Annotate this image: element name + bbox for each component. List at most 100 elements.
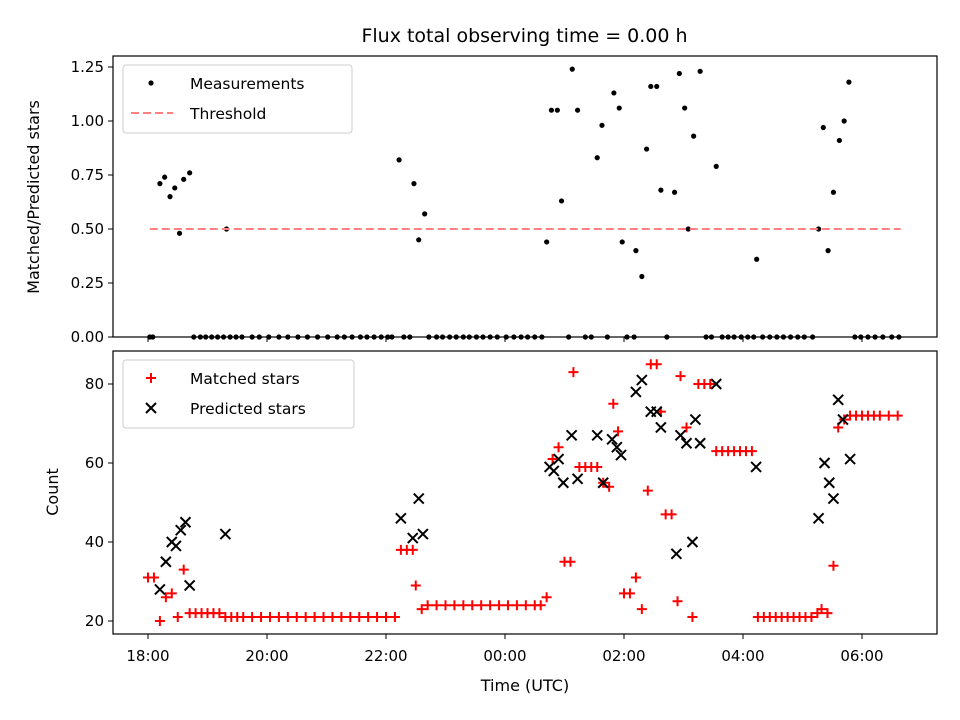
data-point	[633, 248, 639, 254]
data-point	[247, 612, 258, 623]
data-point	[892, 410, 903, 421]
data-point	[597, 477, 609, 489]
data-point	[558, 198, 565, 204]
data-point	[460, 334, 466, 340]
data-point	[630, 386, 642, 398]
data-point	[525, 334, 531, 340]
panel-bottom: 20 40 60 80 18:00 20:00 22:00 00:00 02:00 04:00 06…	[43, 350, 938, 695]
legend-box	[122, 359, 355, 429]
data-point	[256, 334, 262, 340]
data-point	[719, 334, 725, 340]
data-point	[553, 442, 564, 453]
data-point	[680, 437, 693, 449]
data-point	[806, 612, 817, 623]
series-measurements	[147, 66, 902, 340]
data-point	[568, 367, 579, 378]
data-point	[552, 453, 565, 465]
data-point	[447, 334, 453, 340]
data-point	[318, 612, 329, 623]
data-point	[547, 454, 558, 465]
data-point	[822, 608, 833, 619]
data-point	[363, 612, 374, 623]
data-point	[485, 600, 496, 611]
data-point	[636, 374, 648, 386]
data-point	[183, 579, 196, 592]
data-point	[385, 334, 391, 340]
data-point	[767, 334, 773, 340]
data-point	[172, 185, 178, 191]
y-tick-label: 1.25	[71, 58, 104, 76]
data-point	[774, 334, 780, 340]
data-point	[682, 105, 688, 111]
x-tick-label: 06:00	[840, 647, 883, 665]
data-point	[686, 536, 699, 548]
data-point	[410, 580, 421, 591]
data-point	[574, 107, 581, 113]
data-point	[654, 83, 660, 90]
data-point	[687, 612, 698, 623]
data-point	[181, 176, 187, 182]
y-tick-label: 0.00	[71, 328, 104, 346]
data-point	[416, 604, 427, 615]
y-tick-label: 20	[85, 612, 104, 630]
data-point	[433, 334, 440, 340]
data-point	[648, 83, 654, 90]
data-point	[651, 405, 663, 418]
y-tick-label: 1.00	[71, 112, 104, 130]
data-point	[582, 334, 588, 340]
data-point	[830, 189, 837, 195]
y-tick-label: 60	[85, 454, 104, 472]
data-point	[227, 334, 233, 340]
data-point	[467, 600, 478, 611]
data-point	[160, 592, 171, 603]
data-point	[644, 146, 650, 152]
data-point	[751, 334, 757, 340]
data-point	[750, 461, 762, 473]
legend-label: Measurements	[190, 75, 305, 93]
data-point	[708, 334, 715, 340]
x-tick-label: 20:00	[245, 647, 288, 665]
y-tick-label: 0.75	[71, 166, 104, 184]
data-point	[592, 461, 603, 472]
data-point	[503, 334, 509, 340]
series-matched-stars	[143, 359, 903, 626]
data-point	[535, 600, 546, 611]
y-axis-label: Count	[43, 468, 62, 516]
data-point	[291, 612, 302, 623]
legend-marker	[148, 80, 154, 86]
data-point	[557, 477, 570, 489]
data-point	[594, 155, 600, 161]
data-point	[179, 516, 192, 528]
data-point	[604, 334, 610, 340]
data-point	[554, 107, 560, 113]
x-tick-label: 00:00	[483, 647, 526, 665]
data-point	[401, 334, 407, 340]
legend-box	[122, 64, 353, 134]
data-point	[502, 600, 513, 611]
data-point	[613, 426, 624, 437]
data-point	[852, 334, 858, 340]
data-point	[487, 334, 493, 340]
data-point	[466, 334, 472, 340]
data-point	[494, 600, 505, 611]
data-point	[865, 334, 871, 340]
y-tick-label: 80	[85, 375, 104, 393]
data-point	[676, 70, 682, 77]
data-point	[548, 465, 560, 477]
data-point	[327, 612, 338, 623]
data-point	[357, 334, 364, 340]
data-point	[417, 528, 429, 540]
data-point	[178, 564, 189, 575]
data-point	[426, 334, 432, 340]
data-point	[565, 556, 576, 567]
data-point	[571, 473, 584, 485]
data-point	[458, 600, 469, 611]
data-point	[371, 334, 377, 340]
data-point	[148, 572, 159, 583]
data-point	[239, 334, 245, 340]
data-point	[541, 592, 552, 603]
data-point	[880, 334, 886, 340]
data-point	[837, 413, 849, 426]
data-point	[745, 334, 751, 340]
data-point	[664, 334, 670, 340]
